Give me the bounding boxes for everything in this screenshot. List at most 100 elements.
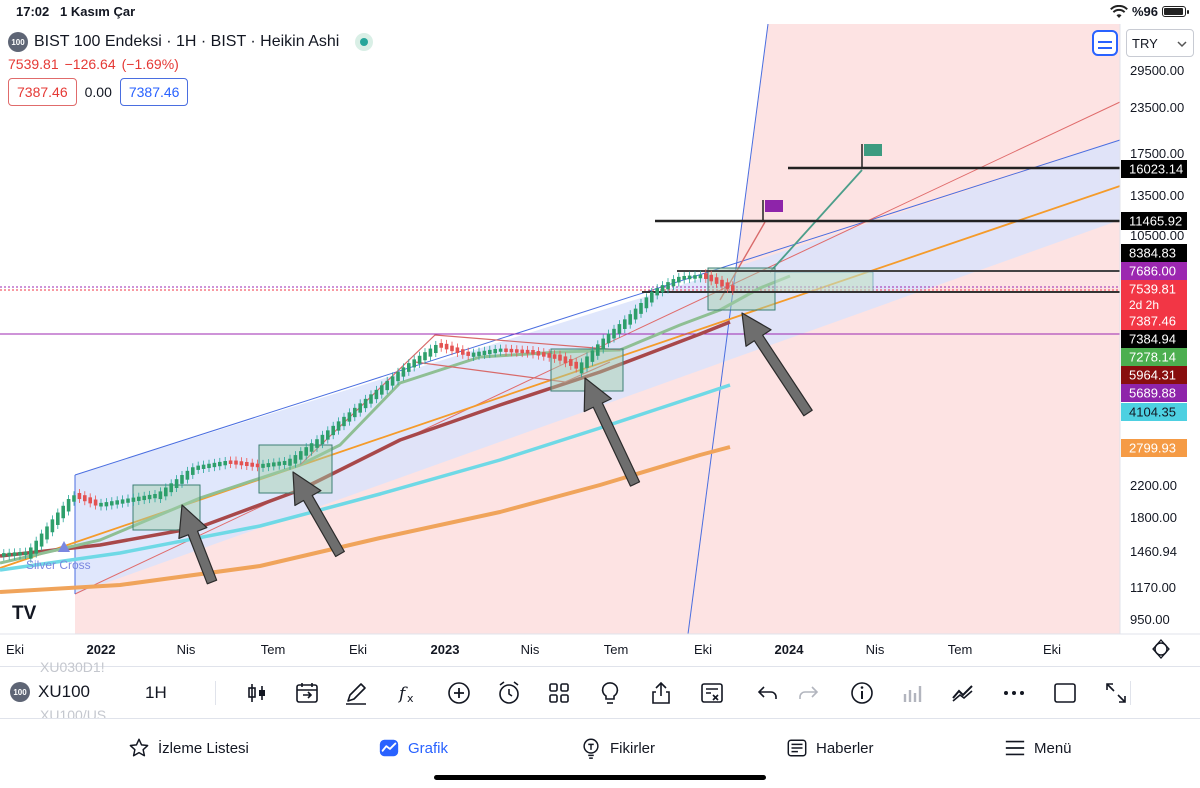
candle-body [169,483,173,493]
tab-menu[interactable]: Menü [1004,737,1072,759]
candle-body [569,359,573,366]
candle-body [34,540,38,554]
candle-body [239,461,244,466]
candle-body [12,552,17,556]
layout-square-icon[interactable] [1052,680,1078,706]
info-icon[interactable] [849,680,875,706]
candle-body [104,502,109,507]
price-tick-label: 23500.00 [1130,100,1184,115]
countdown-label: 2d 2h [1129,298,1159,312]
candle-body [574,361,578,369]
time-tick-label: Nis [177,642,196,657]
legend-title[interactable]: BIST 100 Endeksi · 1H · BIST · Heikin As… [34,33,340,50]
price-badge [1121,244,1187,262]
templates-icon[interactable] [699,680,725,706]
candle-body [185,470,190,480]
candle-body [299,451,303,460]
price-tick-label: 17500.00 [1130,146,1184,161]
green-flag-icon [864,144,882,156]
price-badge-label: 5964.31 [1129,368,1176,383]
candle-body [255,463,260,468]
replay-calendar-icon[interactable] [294,680,320,706]
wifi-icon [1110,4,1128,18]
time-tick-label: Tem [948,642,973,657]
candle-body [347,412,352,422]
candle-body [493,348,497,354]
add-plus-icon[interactable] [446,680,472,706]
alert-clock-icon[interactable] [496,680,522,706]
candle-body [18,552,22,556]
zone-box [707,267,776,311]
sell-price-box[interactable]: 7387.46 [8,78,77,106]
price-badge [1121,312,1187,330]
market-status-icon[interactable] [355,33,374,51]
tab-chart[interactable]: Grafik [378,737,448,759]
ideas-bulb-icon[interactable] [597,680,623,706]
currency-value: TRY [1132,36,1158,51]
candle-body [228,460,233,464]
more-icon[interactable] [1001,680,1027,706]
compare-icon[interactable] [950,680,976,706]
layouts-grid-icon[interactable] [546,680,572,706]
chevron-down-icon [1177,41,1187,48]
currency-select[interactable]: TRY [1126,29,1194,57]
share-icon[interactable] [648,680,674,706]
chart-legend: 100 BIST 100 Endeksi · 1H · BIST · Heiki… [8,32,374,106]
toolbar-symbol-logo-icon: 100 [10,682,30,702]
legend-change: −126.64 [64,56,116,72]
candle-body [218,461,222,467]
candle-body [596,344,600,356]
candle-body [61,505,65,519]
menu-icon [1005,740,1025,756]
candle-body [655,288,659,296]
price-chart[interactable]: Silver Cross TV 29500.00 23500.00 17500.00 13… [0,24,1200,664]
candle-body [223,460,227,466]
candle-body [342,416,346,427]
undo-icon[interactable] [755,680,781,706]
candle-body [520,349,524,354]
candle-type-icon[interactable] [244,680,270,706]
fullscreen-icon[interactable] [1103,680,1129,706]
tab-news[interactable]: Haberler [786,737,874,759]
candle-body [50,519,55,533]
status-date: 1 Kasım Çar [60,4,136,19]
chart-fit-button[interactable] [1092,30,1118,56]
candle-body [444,343,449,350]
candle-body [428,348,433,357]
candle-body [585,356,589,368]
symbol-search-button[interactable]: 100 XU100 [10,682,90,702]
candle-body [650,291,654,303]
time-tick-label: Eki [349,642,367,657]
time-tick-label: Nis [521,642,540,657]
gear-ring [1154,642,1168,656]
price-badge-label: 7686.00 [1129,264,1176,279]
candle-body [115,500,119,505]
battery-icon [1162,6,1189,17]
draw-pen-icon[interactable] [343,680,369,706]
buy-price-box[interactable]: 7387.46 [119,78,189,106]
redo-icon[interactable] [795,680,821,706]
time-tick-label: Eki [1043,642,1061,657]
interval-button[interactable]: 1H [145,683,167,702]
tab-watchlist[interactable]: İzleme Listesi [128,737,249,759]
purple-flag-icon [765,200,783,212]
candle-body [88,497,92,504]
candle-body [612,328,616,339]
financials-icon[interactable] [900,680,926,706]
price-badge [1121,212,1187,230]
candle-body [201,464,206,469]
candle-body [601,338,605,350]
tab-ideas[interactable]: Fikirler [580,737,655,759]
candle-body [282,460,287,465]
candle-body [671,279,676,287]
time-tick-label: Tem [604,642,629,657]
scale-settings-icon[interactable] [1152,639,1170,659]
candle-body [466,351,470,356]
candle-body [477,351,481,356]
candle-body [326,430,330,440]
candle-body [693,275,697,279]
candle-body [390,376,395,386]
price-badge-label: 8384.83 [1129,246,1176,261]
